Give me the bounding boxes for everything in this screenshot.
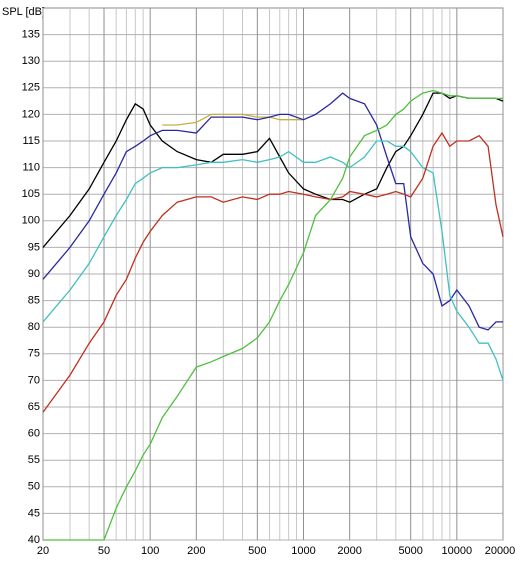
y-tick-label: 125 — [22, 82, 40, 94]
x-tick-label: 2000 — [337, 545, 361, 557]
y-tick-label: 105 — [22, 188, 40, 200]
y-tick-label: 55 — [28, 454, 40, 466]
x-tick-label: 100 — [141, 545, 159, 557]
y-tick-label: 40 — [28, 534, 40, 546]
series-line — [42, 131, 504, 413]
y-tick-label: 80 — [28, 321, 40, 333]
y-tick-label: 60 — [28, 428, 40, 440]
x-tick-label: 200 — [187, 545, 205, 557]
x-tick-label: 10000 — [442, 545, 473, 557]
y-tick-label: 75 — [28, 348, 40, 360]
x-tick-label: 5000 — [398, 545, 422, 557]
y-axis-label: SPL [dB] — [2, 6, 45, 18]
x-tick-label: 20000 — [485, 545, 516, 557]
y-tick-label: 95 — [28, 241, 40, 253]
y-tick-label: 110 — [22, 162, 40, 174]
series-line — [42, 140, 504, 381]
y-tick-label: 135 — [22, 29, 40, 41]
y-tick-label: 50 — [28, 481, 40, 493]
series-line — [43, 89, 503, 541]
x-tick-label: 50 — [98, 545, 110, 557]
y-tick-label: 130 — [22, 55, 40, 67]
y-tick-label: 65 — [28, 401, 40, 413]
y-tick-label: 45 — [28, 507, 40, 519]
x-tick-label: 1000 — [291, 545, 315, 557]
series-line — [42, 92, 503, 331]
y-tick-label: 85 — [28, 295, 40, 307]
x-tick-label: 20 — [37, 545, 49, 557]
y-tick-label: 120 — [22, 108, 40, 120]
y-tick-label: 100 — [22, 215, 40, 227]
series-line — [162, 113, 304, 126]
x-tick-label: 500 — [248, 545, 266, 557]
y-tick-label: 70 — [28, 374, 40, 386]
y-tick-label: 90 — [28, 268, 40, 280]
series-line — [42, 92, 504, 248]
y-tick-label: 115 — [22, 135, 40, 147]
